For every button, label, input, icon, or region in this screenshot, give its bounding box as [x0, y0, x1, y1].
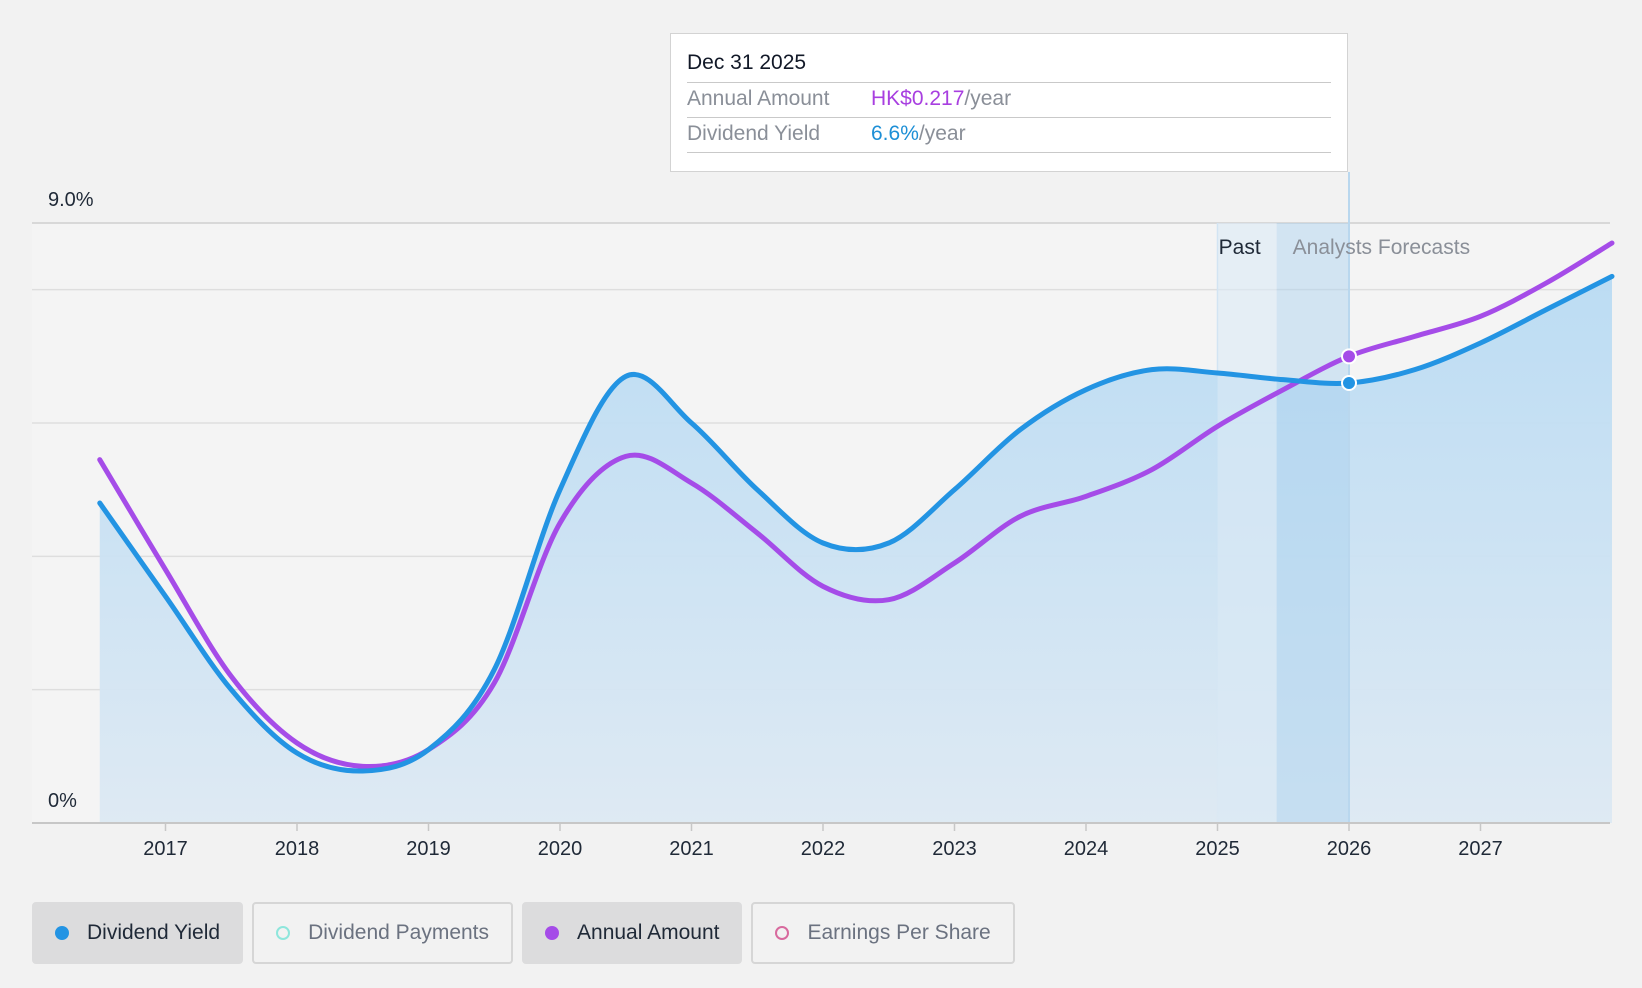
tooltip-value: HK$0.217: [871, 87, 965, 110]
x-tick-label: 2022: [801, 838, 846, 860]
tooltip-label: Dividend Yield: [687, 122, 821, 145]
x-tick-label: 2018: [275, 838, 320, 860]
dividend-yield-hover-marker: [1341, 375, 1357, 391]
tooltip-value: 6.6%: [871, 122, 919, 145]
legend: Dividend Yield Dividend Payments Annual …: [32, 902, 1015, 964]
earnings-per-share-dot-icon: [775, 926, 790, 940]
dividend-payments-dot-icon: [276, 926, 291, 940]
forecast-region-label: Analysts Forecasts: [1293, 236, 1470, 259]
legend-dividend-payments-button[interactable]: Dividend Payments: [252, 902, 514, 964]
past-region-label: Past: [1219, 236, 1261, 259]
legend-label: Earnings Per Share: [807, 921, 991, 944]
x-tick-label: 2027: [1458, 838, 1503, 860]
legend-label: Annual Amount: [577, 921, 720, 944]
x-tick-label: 2023: [932, 838, 977, 860]
x-tick-label: 2024: [1064, 838, 1109, 860]
x-tick-label: 2020: [538, 838, 583, 860]
legend-earnings-per-share-button[interactable]: Earnings Per Share: [751, 902, 1015, 964]
x-tick-label: 2017: [143, 838, 188, 860]
tooltip-row-dividend-yield: Dividend Yield 6.6% /year: [687, 118, 1331, 153]
hover-forecast-band: [1276, 223, 1349, 823]
dividend-yield-dot-icon: [55, 926, 69, 940]
y-axis-bottom-label: 0%: [48, 790, 77, 812]
legend-label: Dividend Payments: [308, 921, 490, 944]
legend-annual-amount-button[interactable]: Annual Amount: [522, 902, 743, 964]
legend-label: Dividend Yield: [87, 921, 221, 944]
hover-tooltip: Dec 31 2025 Annual Amount HK$0.217 /year…: [670, 33, 1348, 172]
past-band: [1217, 223, 1277, 823]
tooltip-row-annual-amount: Annual Amount HK$0.217 /year: [687, 83, 1331, 118]
tooltip-unit: /year: [918, 122, 966, 145]
y-axis-top-label: 9.0%: [48, 189, 94, 211]
x-tick-label: 2021: [669, 838, 714, 860]
legend-dividend-yield-button[interactable]: Dividend Yield: [32, 902, 244, 964]
x-tick-label: 2019: [406, 838, 451, 860]
annual-amount-hover-marker: [1341, 348, 1357, 365]
x-tick-label: 2025: [1195, 838, 1240, 860]
dividend-chart: 2017 2018 2019 2020 2021 2022 2023 2024 2025 2026…: [32, 172, 1615, 860]
tooltip-date: Dec 31 2025: [687, 48, 1331, 83]
annual-amount-dot-icon: [545, 926, 560, 940]
tooltip-unit: /year: [964, 87, 1012, 110]
x-tick-label: 2026: [1327, 838, 1372, 860]
tooltip-label: Annual Amount: [687, 87, 830, 110]
